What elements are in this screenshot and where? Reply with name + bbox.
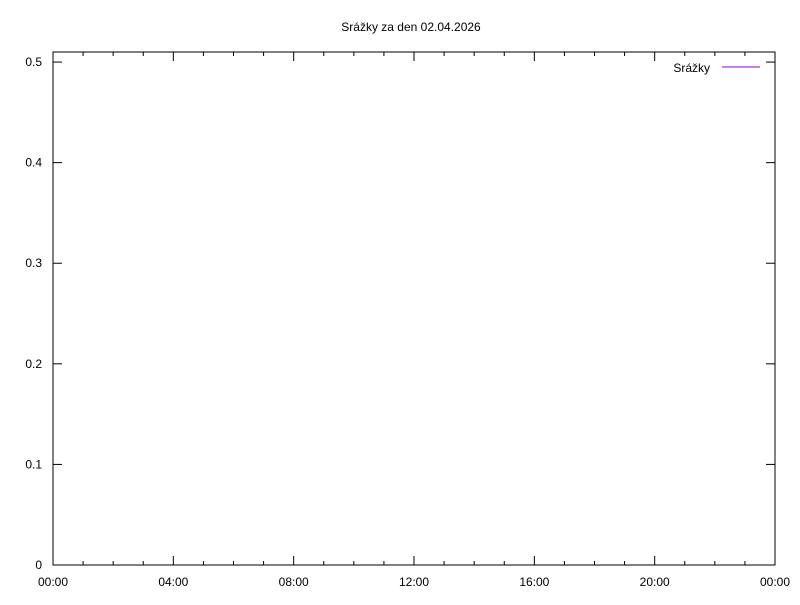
y-tick-label: 0.2 bbox=[25, 357, 42, 371]
x-tick-label: 08:00 bbox=[279, 575, 309, 589]
x-tick-label: 04:00 bbox=[158, 575, 188, 589]
y-tick-label: 0 bbox=[35, 558, 42, 572]
chart-title: Srážky za den 02.04.2026 bbox=[341, 20, 481, 34]
y-tick-label: 0.4 bbox=[25, 156, 42, 170]
x-tick-label: 12:00 bbox=[399, 575, 429, 589]
legend-label: Srážky bbox=[673, 61, 710, 75]
plot-frame bbox=[52, 51, 776, 566]
x-tick-label: 00:00 bbox=[760, 575, 790, 589]
x-tick-label: 20:00 bbox=[640, 575, 670, 589]
x-tick-label: 00:00 bbox=[38, 575, 68, 589]
legend: Srážky bbox=[673, 61, 760, 75]
x-tick-label: 16:00 bbox=[519, 575, 549, 589]
y-tick-label: 0.3 bbox=[25, 256, 42, 270]
y-tick-label: 0.5 bbox=[25, 55, 42, 69]
y-tick-label: 0.1 bbox=[25, 457, 42, 471]
